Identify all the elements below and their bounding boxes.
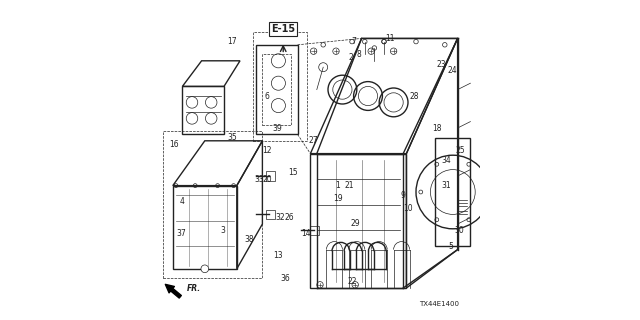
Text: TX44E1400: TX44E1400	[419, 301, 460, 307]
Text: 11: 11	[386, 34, 395, 43]
Text: 1: 1	[335, 181, 340, 190]
Circle shape	[317, 282, 323, 288]
Text: 7: 7	[351, 37, 356, 46]
Circle shape	[352, 282, 358, 288]
Text: 30: 30	[454, 226, 464, 235]
Text: E-15: E-15	[271, 24, 295, 34]
Text: 36: 36	[280, 274, 290, 283]
Text: 27: 27	[308, 136, 319, 145]
Text: 3: 3	[220, 226, 225, 235]
Text: 23: 23	[436, 60, 447, 68]
Text: FR.: FR.	[187, 284, 202, 293]
Text: 21: 21	[344, 181, 353, 190]
Text: 35: 35	[227, 133, 237, 142]
Text: 24: 24	[448, 66, 458, 75]
Text: 37: 37	[176, 229, 186, 238]
Text: 33: 33	[254, 175, 264, 184]
Text: 34: 34	[442, 156, 451, 164]
Text: 17: 17	[227, 37, 237, 46]
Text: 13: 13	[273, 252, 284, 260]
Text: 18: 18	[432, 124, 442, 132]
Text: 38: 38	[244, 236, 255, 244]
Text: 29: 29	[350, 220, 360, 228]
Text: 20: 20	[262, 175, 272, 184]
Text: 15: 15	[288, 168, 298, 177]
Text: 25: 25	[456, 146, 466, 155]
Text: 22: 22	[348, 277, 356, 286]
Text: 8: 8	[356, 50, 361, 59]
Text: 14: 14	[301, 229, 310, 238]
Text: 28: 28	[410, 92, 419, 100]
Text: 5: 5	[449, 242, 454, 251]
Text: 39: 39	[272, 124, 282, 132]
Circle shape	[390, 48, 397, 54]
Text: 12: 12	[262, 146, 272, 155]
Text: 16: 16	[170, 140, 179, 148]
Text: 10: 10	[403, 204, 413, 212]
Text: 6: 6	[265, 92, 269, 100]
Text: 19: 19	[333, 194, 342, 203]
Text: 4: 4	[180, 197, 185, 206]
Text: 32: 32	[275, 213, 285, 222]
Circle shape	[368, 48, 374, 54]
Text: 31: 31	[442, 181, 451, 190]
Text: 9: 9	[401, 191, 406, 200]
Circle shape	[310, 48, 317, 54]
Circle shape	[201, 265, 209, 273]
Circle shape	[333, 48, 339, 54]
Text: 2: 2	[348, 53, 353, 62]
Text: 26: 26	[285, 213, 294, 222]
